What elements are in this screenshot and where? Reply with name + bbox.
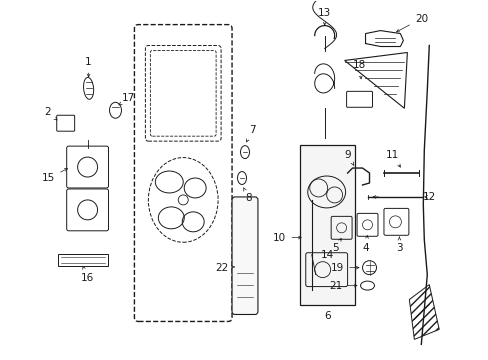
Text: 10: 10 xyxy=(273,233,301,243)
Text: 20: 20 xyxy=(396,14,427,32)
Text: 19: 19 xyxy=(330,263,358,273)
Text: 18: 18 xyxy=(352,60,366,79)
Text: 2: 2 xyxy=(44,107,57,120)
FancyBboxPatch shape xyxy=(232,197,258,315)
Text: 17: 17 xyxy=(119,93,135,105)
Text: 16: 16 xyxy=(81,266,94,283)
Text: 15: 15 xyxy=(42,168,67,183)
Text: 22: 22 xyxy=(215,263,234,273)
Text: 4: 4 xyxy=(362,235,368,253)
Text: 9: 9 xyxy=(344,150,353,165)
Text: 5: 5 xyxy=(332,238,341,253)
Text: 14: 14 xyxy=(320,250,333,260)
Text: 11: 11 xyxy=(385,150,400,167)
Text: 12: 12 xyxy=(422,192,435,202)
Text: 21: 21 xyxy=(328,280,356,291)
Text: 8: 8 xyxy=(243,188,252,203)
Text: 6: 6 xyxy=(323,311,330,321)
Bar xyxy=(58,254,107,266)
Text: 1: 1 xyxy=(85,58,92,77)
Text: 3: 3 xyxy=(395,237,402,253)
Bar xyxy=(299,145,354,305)
Text: 7: 7 xyxy=(246,125,255,142)
Text: 13: 13 xyxy=(317,8,331,25)
